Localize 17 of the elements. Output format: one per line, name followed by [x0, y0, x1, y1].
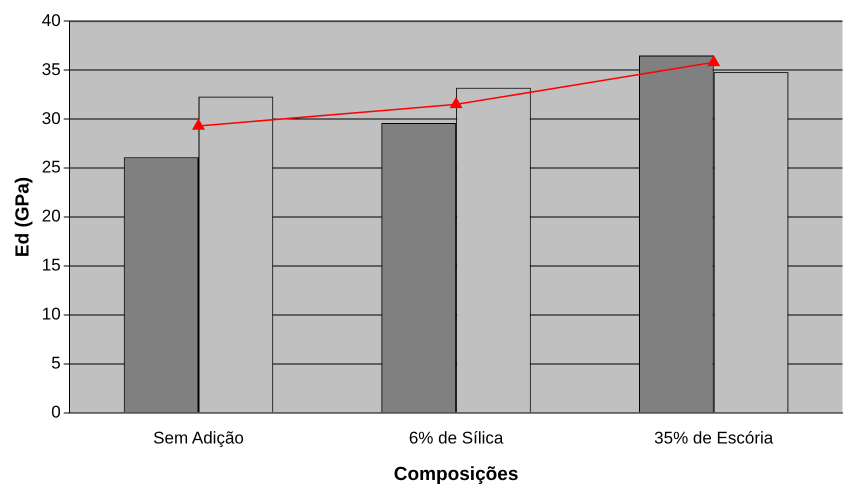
- y-tick-label: 20: [42, 206, 61, 226]
- y-tick-label: 5: [51, 354, 61, 373]
- y-axis-title: Ed (GPa): [12, 176, 34, 258]
- x-tick-label: 6% de Sílica: [408, 428, 504, 448]
- y-tick-label: 25: [42, 158, 61, 177]
- x-tick-label: 35% de Escória: [654, 428, 774, 448]
- point: [708, 56, 720, 66]
- y-tick-label: 0: [51, 402, 61, 422]
- x-tick-label: Sem Adição: [153, 428, 244, 448]
- point: [192, 119, 204, 130]
- y-tick-label: 40: [42, 10, 61, 30]
- point: [450, 98, 462, 108]
- y-tick-label: 35: [42, 60, 61, 79]
- y-tick-label: 15: [42, 256, 61, 275]
- y-tick-label: 30: [42, 108, 61, 128]
- x-axis-title: Composições: [394, 464, 518, 485]
- y-tick-label: 10: [42, 304, 61, 324]
